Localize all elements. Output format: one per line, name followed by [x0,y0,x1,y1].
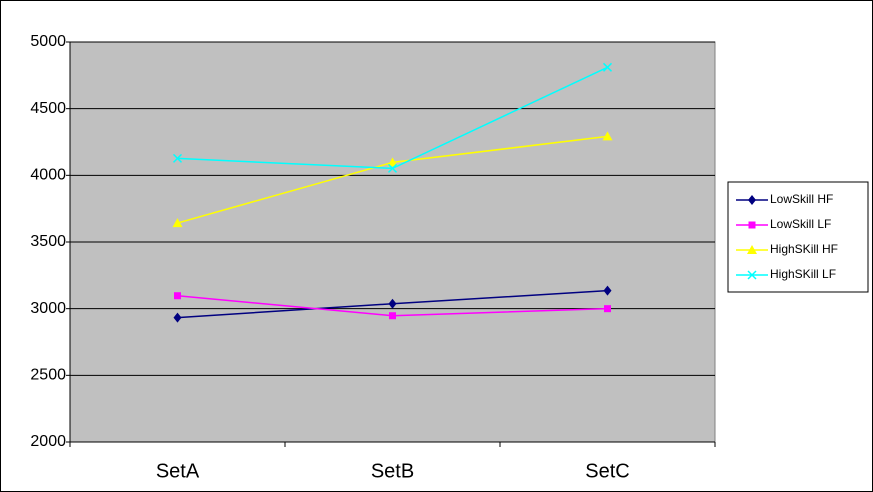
marker [603,285,612,296]
marker [172,153,183,163]
x-tick-label: SetC [585,460,629,482]
y-tick-label: 4500 [30,100,66,117]
y-tick-label: 2000 [30,433,66,450]
marker [747,270,757,280]
y-tick-label: 4000 [30,167,66,184]
x-tick-label: SetB [371,460,414,482]
marker [387,157,398,167]
marker [389,312,396,320]
marker [604,305,611,313]
legend-label: LowSkill HF [770,192,833,206]
y-tick-label: 3000 [30,300,66,317]
marker [173,312,182,323]
y-tick-label: 2500 [30,367,66,384]
legend-label: HighSKill LF [770,267,836,281]
marker [748,221,756,229]
marker [747,245,757,254]
legend-label: HighSKill HF [770,242,838,256]
marker [602,131,613,141]
marker [748,195,756,205]
y-tick-label: 3500 [30,233,66,250]
marker [387,163,398,173]
marker [388,298,397,309]
legend-label: LowSkill LF [770,217,831,231]
marker [172,218,183,228]
y-tick-label: 5000 [30,33,66,50]
marker [174,292,181,300]
marker [602,62,613,72]
x-tick-label: SetA [156,460,200,482]
